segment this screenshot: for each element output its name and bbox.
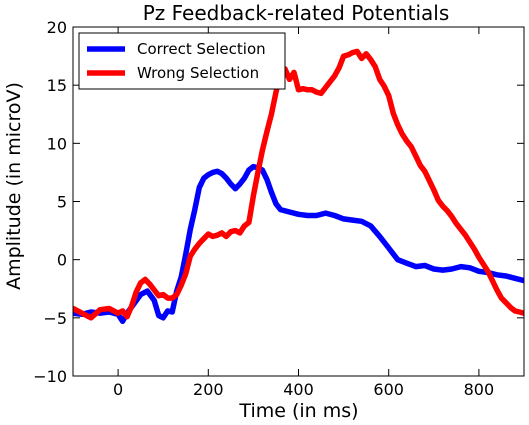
y-tick-label: 10 — [47, 134, 67, 153]
legend-box — [78, 32, 286, 90]
chart-title: Pz Feedback-related Potentials — [143, 1, 450, 25]
y-tick-label: −10 — [33, 367, 67, 386]
series-line-correct — [73, 163, 524, 325]
x-tick-label: 0 — [113, 380, 123, 399]
x-tick-label: 600 — [373, 380, 404, 399]
legend-label: Correct Selection — [137, 40, 266, 58]
y-tick-label: −5 — [43, 309, 67, 328]
x-tick-label: 400 — [283, 380, 314, 399]
x-tick-label: 200 — [193, 380, 224, 399]
series-line-wrong — [73, 48, 524, 321]
ticks-layer: 0 200 400 600 800 −10 −5 0 5 10 15 20 — [33, 18, 524, 399]
y-axis-label: Amplitude (in microV) — [3, 82, 25, 290]
legend: Correct Selection Wrong Selection — [78, 32, 286, 90]
x-tick-label: 800 — [464, 380, 495, 399]
y-tick-label: 15 — [47, 76, 67, 95]
series-layer — [73, 48, 524, 325]
y-tick-label: 20 — [47, 18, 67, 37]
legend-label: Wrong Selection — [137, 64, 259, 82]
x-axis-label: Time (in ms) — [238, 400, 358, 422]
y-tick-label: 5 — [57, 193, 67, 212]
y-tick-label: 0 — [57, 251, 67, 270]
